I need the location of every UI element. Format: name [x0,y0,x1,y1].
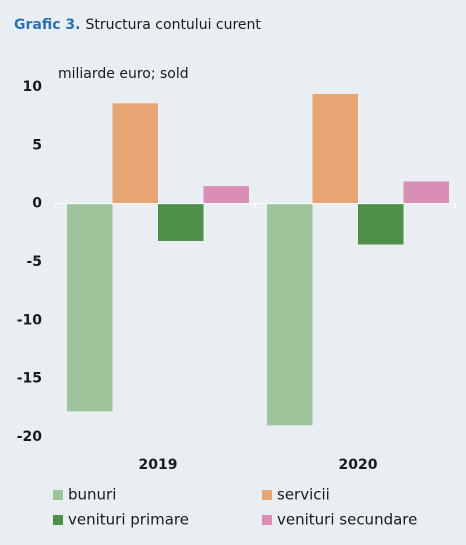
legend-swatch [53,515,63,525]
y-tick-label: 10 [23,79,43,95]
legend-swatch [53,490,63,500]
y-axis-label: miliarde euro; sold [58,66,189,82]
y-tick-label: -10 [17,312,43,328]
bar [358,203,404,245]
y-tick-label: 5 [32,137,42,153]
bar [203,186,249,204]
legend-swatch [262,490,272,500]
chart-title: Grafic 3. Structura contului curent [14,17,261,33]
title-text: Structura contului curent [85,17,261,33]
y-tick-label: -20 [17,429,43,445]
x-tick-label: 2020 [339,457,378,473]
legend-label: bunuri [68,486,116,504]
bar [267,203,313,426]
legend-label: venituri primare [68,511,189,529]
bar [403,181,449,204]
bar [67,203,113,412]
y-tick-label: -15 [17,371,42,387]
title-label: Grafic 3. [14,17,80,33]
legend-label: venituri secundare [277,511,417,529]
y-tick-label: -5 [26,254,42,270]
x-tick-label: 2019 [139,457,178,473]
bar [158,203,204,241]
bar [312,94,358,204]
legend-label: servicii [277,486,330,504]
legend-swatch [262,515,272,525]
bar [112,103,158,204]
y-tick-label: 0 [32,196,42,212]
